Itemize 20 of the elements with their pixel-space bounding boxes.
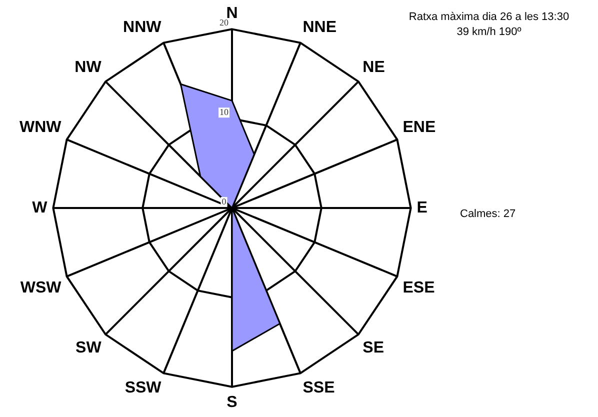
spoke-label: SSE [302, 380, 336, 397]
spoke-label: SW [76, 340, 102, 357]
spoke-label: W [32, 199, 48, 216]
y-tick-label: 10 [220, 106, 229, 117]
spoke-label: ENE [402, 119, 436, 136]
spoke-label: NNW [123, 19, 162, 36]
spoke-label: WSW [20, 280, 62, 297]
spoke-label: S [226, 394, 238, 411]
spoke-label: E [416, 199, 428, 216]
text: Ratxa màxima dia 26 a les 13:30 39 km/h 190º [408, 10, 570, 40]
spoke-label: SE [362, 340, 384, 357]
y-tick-label: 20 [220, 18, 229, 28]
spoke-label: WNW [20, 119, 62, 136]
spoke-label: SSW [124, 380, 162, 397]
spoke-label: NNE [302, 19, 337, 36]
spoke-label: NW [74, 59, 102, 76]
spoke-label: ESE [402, 280, 436, 297]
spoke-label: NE [362, 59, 386, 76]
y-tick-label: 0 [222, 196, 227, 206]
text: Calmes: 27 [460, 207, 517, 222]
